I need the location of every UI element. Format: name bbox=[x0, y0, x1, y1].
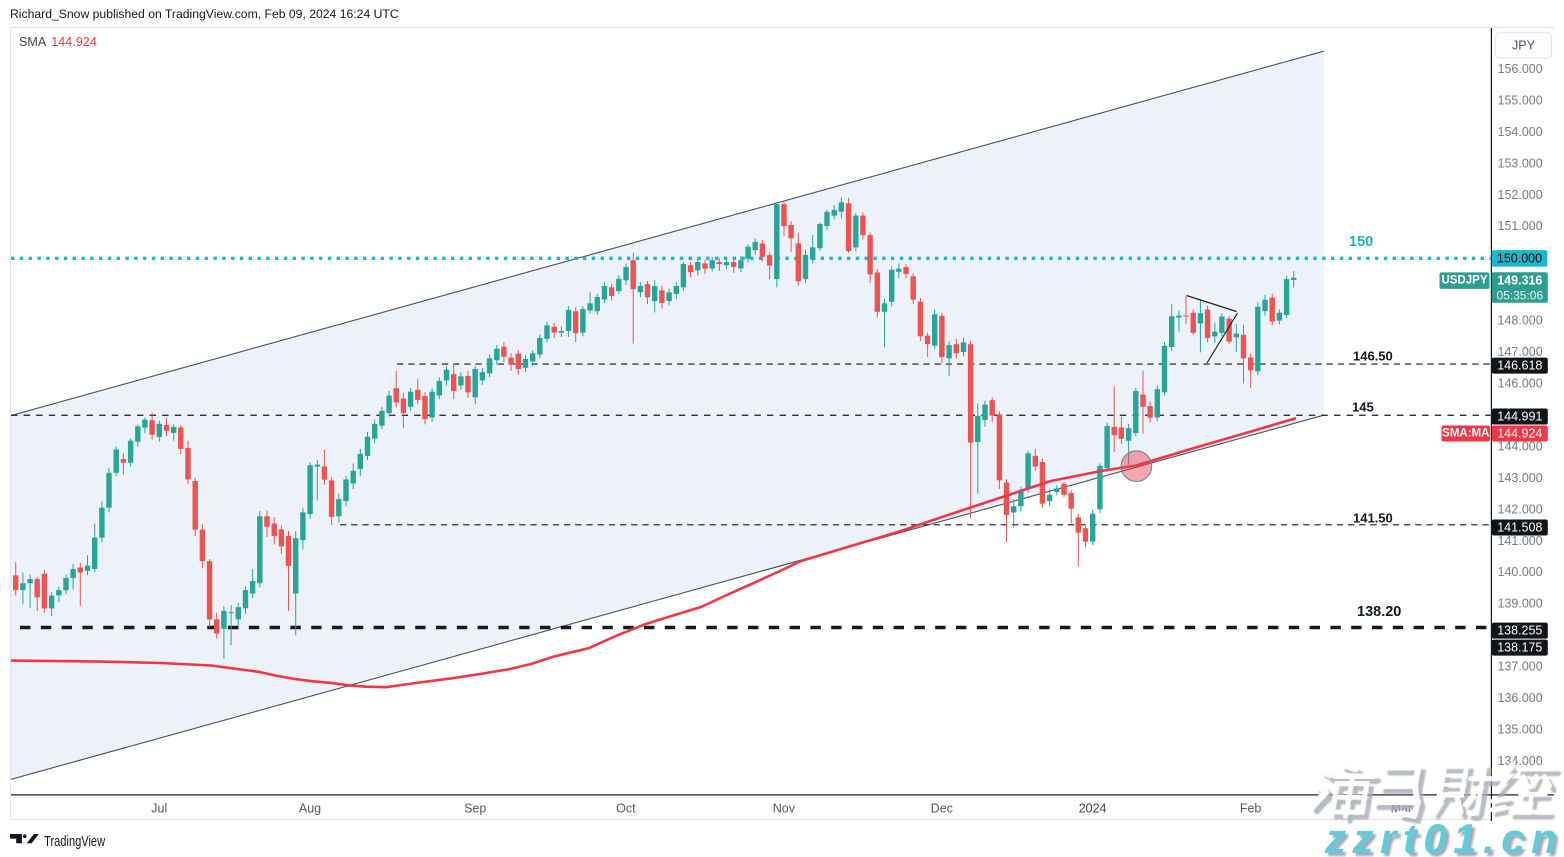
svg-text:TradingView: TradingView bbox=[44, 833, 105, 850]
svg-text:152.000: 152.000 bbox=[1498, 188, 1543, 202]
svg-text:146.618: 146.618 bbox=[1497, 359, 1542, 373]
svg-text:145: 145 bbox=[1352, 400, 1374, 415]
svg-text:143.000: 143.000 bbox=[1498, 471, 1543, 485]
svg-text:150: 150 bbox=[1349, 234, 1373, 250]
svg-text:147.000: 147.000 bbox=[1498, 345, 1543, 359]
svg-text:141.508: 141.508 bbox=[1497, 521, 1542, 535]
svg-text:141.000: 141.000 bbox=[1498, 534, 1543, 548]
svg-text:155.000: 155.000 bbox=[1498, 94, 1543, 108]
svg-text:138.20: 138.20 bbox=[1357, 604, 1401, 620]
svg-text:135.000: 135.000 bbox=[1498, 722, 1543, 736]
svg-text:146.000: 146.000 bbox=[1498, 377, 1543, 391]
svg-text:154.000: 154.000 bbox=[1498, 125, 1543, 139]
svg-text:Nov: Nov bbox=[773, 802, 796, 816]
svg-text:144.000: 144.000 bbox=[1498, 439, 1543, 453]
svg-text:142.000: 142.000 bbox=[1498, 502, 1543, 516]
svg-text:134.000: 134.000 bbox=[1498, 754, 1543, 768]
svg-text:Feb: Feb bbox=[1240, 802, 1262, 816]
svg-text:141.50: 141.50 bbox=[1353, 511, 1393, 526]
svg-text:SMA:MA: SMA:MA bbox=[1442, 428, 1489, 440]
svg-text:144.991: 144.991 bbox=[1497, 410, 1542, 424]
svg-text:JPY: JPY bbox=[1512, 39, 1536, 53]
svg-text:137.000: 137.000 bbox=[1498, 660, 1543, 674]
svg-text:153.000: 153.000 bbox=[1498, 156, 1543, 170]
svg-text:151.000: 151.000 bbox=[1498, 219, 1543, 233]
svg-text:144.924: 144.924 bbox=[1497, 427, 1542, 441]
svg-text:148.000: 148.000 bbox=[1498, 314, 1543, 328]
svg-text:USDJPY: USDJPY bbox=[1441, 275, 1487, 287]
svg-text:140.000: 140.000 bbox=[1498, 565, 1543, 579]
svg-text:Aug: Aug bbox=[299, 802, 321, 816]
svg-text:Dec: Dec bbox=[931, 802, 953, 816]
svg-text:2024: 2024 bbox=[1079, 802, 1107, 816]
svg-text:150.000: 150.000 bbox=[1497, 251, 1542, 265]
svg-text:Sep: Sep bbox=[464, 802, 486, 816]
svg-text:138.255: 138.255 bbox=[1497, 624, 1542, 638]
svg-text:05:35:06: 05:35:06 bbox=[1496, 288, 1543, 302]
svg-text:156.000: 156.000 bbox=[1498, 62, 1543, 76]
svg-text:138.175: 138.175 bbox=[1497, 641, 1542, 655]
svg-text:149.316: 149.316 bbox=[1497, 274, 1542, 288]
svg-text:Jul: Jul bbox=[151, 802, 167, 816]
svg-text:Oct: Oct bbox=[616, 802, 636, 816]
svg-text:136.000: 136.000 bbox=[1498, 691, 1543, 705]
svg-text:146.50: 146.50 bbox=[1353, 349, 1393, 364]
svg-text:139.000: 139.000 bbox=[1498, 597, 1543, 611]
